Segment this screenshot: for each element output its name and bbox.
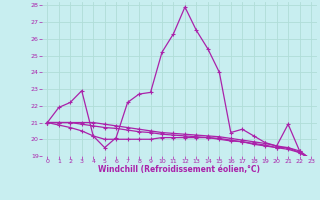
X-axis label: Windchill (Refroidissement éolien,°C): Windchill (Refroidissement éolien,°C) <box>98 165 260 174</box>
